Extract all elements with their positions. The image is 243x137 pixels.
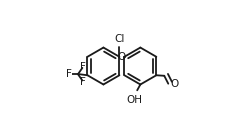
Text: F: F xyxy=(80,77,86,87)
Text: F: F xyxy=(66,69,72,79)
Text: O: O xyxy=(118,52,126,62)
Text: Cl: Cl xyxy=(114,34,125,44)
Text: OH: OH xyxy=(127,95,143,105)
Text: F: F xyxy=(80,62,86,72)
Text: O: O xyxy=(170,79,178,89)
